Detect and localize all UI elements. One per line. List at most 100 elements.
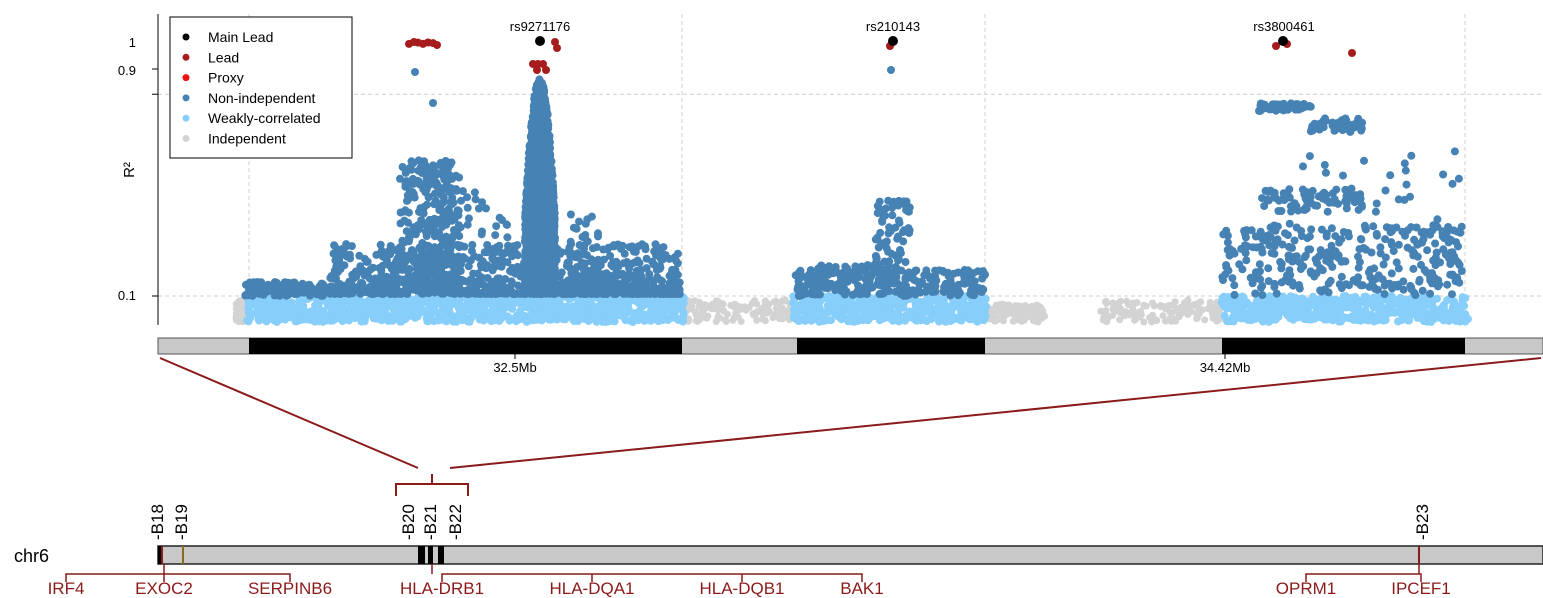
data-point bbox=[421, 161, 430, 170]
data-point bbox=[436, 202, 445, 211]
data-point bbox=[662, 300, 671, 309]
data-point bbox=[483, 289, 492, 298]
data-point bbox=[679, 317, 687, 326]
data-point bbox=[416, 282, 425, 291]
data-point bbox=[371, 278, 380, 287]
data-point bbox=[476, 300, 485, 309]
data-point bbox=[445, 188, 454, 197]
data-point bbox=[291, 290, 300, 299]
data-point bbox=[420, 265, 429, 274]
scatter-points bbox=[232, 36, 1472, 326]
data-point bbox=[650, 247, 659, 256]
data-point bbox=[905, 313, 914, 322]
data-point bbox=[371, 306, 380, 315]
data-point bbox=[1009, 317, 1017, 325]
data-point bbox=[382, 251, 391, 260]
data-point bbox=[1021, 302, 1029, 309]
data-point bbox=[646, 307, 655, 316]
data-point bbox=[1000, 317, 1007, 325]
data-point bbox=[704, 312, 712, 320]
data-point bbox=[815, 297, 824, 306]
data-point bbox=[969, 299, 978, 308]
data-point bbox=[1134, 311, 1142, 319]
data-point bbox=[654, 316, 662, 325]
data-point bbox=[569, 289, 578, 298]
data-point bbox=[442, 317, 451, 326]
data-point bbox=[1438, 310, 1447, 319]
data-point bbox=[359, 285, 368, 293]
data-point bbox=[534, 299, 542, 308]
data-point bbox=[988, 305, 996, 313]
data-point bbox=[513, 251, 522, 260]
data-point bbox=[419, 207, 428, 216]
data-point bbox=[1251, 314, 1259, 323]
data-point bbox=[406, 283, 414, 292]
data-point bbox=[1209, 314, 1217, 322]
data-point bbox=[1312, 313, 1321, 322]
data-point bbox=[584, 317, 593, 326]
data-point bbox=[1417, 303, 1426, 312]
data-point bbox=[492, 222, 501, 231]
data-point bbox=[1455, 306, 1464, 314]
data-point bbox=[1375, 306, 1384, 315]
data-point bbox=[695, 302, 703, 310]
data-point bbox=[658, 277, 667, 286]
data-point bbox=[476, 290, 485, 298]
data-point bbox=[553, 311, 562, 320]
data-point bbox=[1131, 316, 1139, 324]
data-point bbox=[1146, 314, 1154, 321]
data-point bbox=[714, 313, 722, 320]
data-point bbox=[534, 116, 543, 125]
data-point bbox=[467, 246, 476, 255]
data-point bbox=[480, 248, 489, 257]
data-point bbox=[432, 308, 441, 317]
data-point bbox=[445, 303, 454, 312]
data-point bbox=[603, 317, 612, 326]
data-point bbox=[398, 236, 407, 245]
data-point bbox=[438, 217, 447, 226]
data-point bbox=[663, 316, 672, 325]
data-point bbox=[390, 245, 398, 254]
data-point bbox=[1429, 303, 1438, 312]
data-point bbox=[477, 280, 486, 289]
data-point bbox=[775, 299, 783, 307]
data-point bbox=[433, 316, 442, 325]
data-point bbox=[366, 265, 375, 274]
data-point bbox=[422, 185, 431, 194]
data-point bbox=[636, 313, 645, 322]
data-point bbox=[868, 303, 877, 312]
data-point bbox=[503, 233, 512, 242]
data-point bbox=[382, 310, 391, 319]
data-point bbox=[1450, 297, 1459, 306]
data-point bbox=[611, 290, 620, 298]
data-point bbox=[1171, 298, 1179, 306]
data-point bbox=[306, 283, 315, 292]
data-point bbox=[406, 163, 414, 172]
data-point bbox=[307, 316, 316, 324]
data-point bbox=[1018, 317, 1026, 325]
data-point bbox=[1219, 301, 1228, 310]
data-point bbox=[464, 214, 473, 223]
data-point bbox=[452, 270, 461, 279]
data-point bbox=[410, 193, 419, 202]
data-point bbox=[281, 315, 289, 324]
data-point bbox=[629, 243, 638, 252]
data-point bbox=[973, 317, 982, 326]
data-point bbox=[979, 294, 987, 303]
data-point bbox=[505, 248, 514, 257]
data-point bbox=[709, 305, 716, 313]
data-point bbox=[625, 270, 634, 279]
data-point bbox=[511, 315, 520, 324]
data-point bbox=[544, 308, 553, 317]
data-point bbox=[833, 300, 842, 309]
data-point bbox=[395, 309, 404, 318]
data-point bbox=[478, 198, 487, 207]
data-point bbox=[342, 242, 351, 251]
data-point bbox=[620, 249, 629, 258]
data-point bbox=[1223, 316, 1231, 325]
data-point bbox=[416, 306, 425, 315]
data-point bbox=[363, 257, 372, 266]
data-point bbox=[769, 314, 777, 322]
data-point bbox=[400, 254, 409, 263]
data-point bbox=[334, 248, 343, 257]
